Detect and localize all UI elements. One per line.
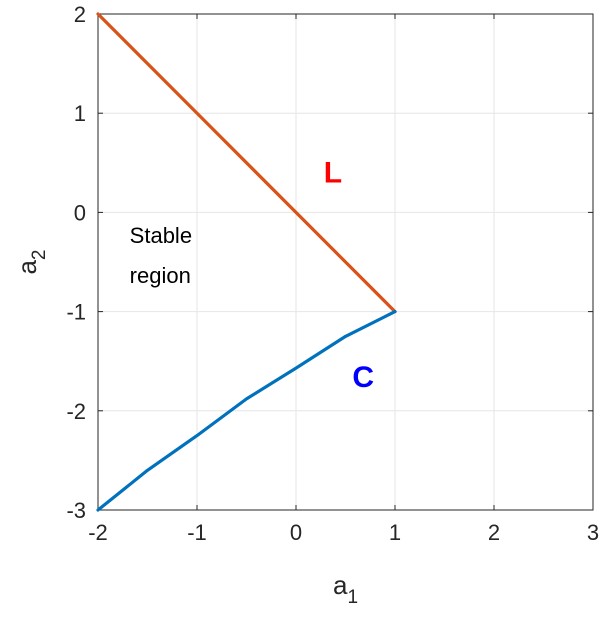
x-tick-label: -2 [88,520,108,545]
y-tick-label: 0 [74,200,86,225]
series-line-C [96,310,397,512]
y-axis-label-sub: 2 [29,249,50,260]
y-tick-label: -1 [66,300,86,325]
plot-frame [97,13,594,511]
x-tick-label: 1 [389,520,401,545]
x-axis-label-main: a [333,570,348,600]
x-tick-label: 2 [488,520,500,545]
x-tick-label: 0 [290,520,302,545]
stable-region-line-2: region [130,263,191,288]
y-axis-label: a2 [12,249,50,274]
x-tick-label: -1 [187,520,207,545]
stable-region-label: Stable region [130,223,199,288]
y-tick-label: -2 [66,399,86,424]
x-axis-label: a1 [333,570,358,608]
series-line-L [96,12,397,314]
curve-label-L: L [324,157,342,190]
y-tick-label: 1 [74,101,86,126]
x-tick-label: 3 [587,520,599,545]
y-tick-label: 2 [74,2,86,27]
stable-region-line-1: Stable [130,223,192,248]
curve-label-C: C [352,361,374,394]
y-tick-label: -3 [66,498,86,523]
y-axis-label-main: a [12,260,42,275]
series-group [96,12,397,512]
x-tick-labels: -2 -1 0 1 2 3 [88,520,599,545]
y-tick-labels: 2 1 0 -1 -2 -3 [66,2,86,523]
x-axis-label-sub: 1 [347,587,358,608]
